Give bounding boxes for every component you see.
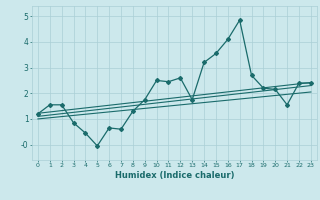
X-axis label: Humidex (Indice chaleur): Humidex (Indice chaleur) xyxy=(115,171,234,180)
